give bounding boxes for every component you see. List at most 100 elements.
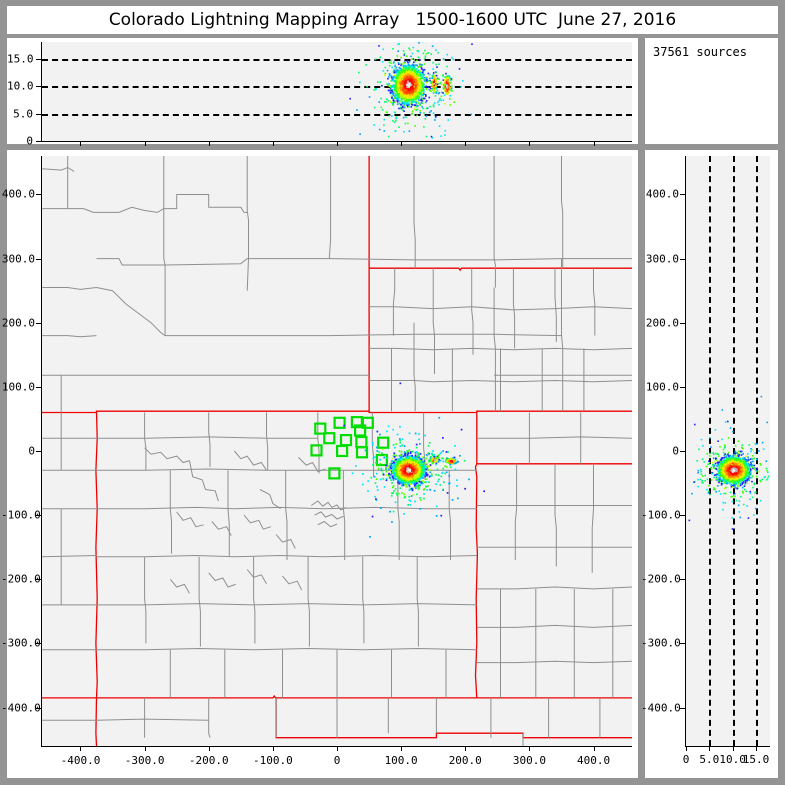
county-border xyxy=(413,322,416,412)
county-border xyxy=(246,569,267,585)
county-border xyxy=(163,194,248,213)
county-border xyxy=(317,520,338,528)
y-tick-label: -300.0 xyxy=(1,636,41,650)
x-tick xyxy=(529,141,531,146)
x-tick xyxy=(144,746,146,751)
gridline-vertical xyxy=(732,156,735,746)
lightning-density-altitude-ew xyxy=(349,42,473,139)
county-border xyxy=(369,347,632,351)
y-tick-label: 400.0 xyxy=(645,187,679,201)
county-border xyxy=(96,468,477,471)
county-border xyxy=(554,463,557,567)
lma-station-marker xyxy=(314,422,327,435)
x-tick xyxy=(272,141,274,146)
county-border xyxy=(307,556,310,647)
county-border xyxy=(362,556,365,644)
state-border-colorado-south xyxy=(42,694,632,699)
y-tick xyxy=(36,86,42,87)
lma-station-marker xyxy=(323,432,336,445)
state-border-colorado-kansas xyxy=(474,412,479,698)
county-border xyxy=(512,268,516,349)
y-tick xyxy=(680,386,686,388)
state-border-colorado-utah xyxy=(95,411,98,746)
county-border xyxy=(96,287,248,337)
county-border xyxy=(493,156,496,288)
county-border xyxy=(144,447,190,464)
county-border xyxy=(144,556,147,644)
y-tick-label: 0 xyxy=(672,444,679,458)
county-border xyxy=(208,412,211,467)
page-title: Colorado Lightning Mapping Array 1500-16… xyxy=(7,6,778,34)
gridline-horizontal xyxy=(42,86,632,88)
lma-station-marker xyxy=(333,416,346,429)
x-tick xyxy=(465,141,467,146)
lma-station-marker xyxy=(336,444,349,458)
x-tick xyxy=(272,746,274,751)
county-border xyxy=(211,521,232,536)
county-border xyxy=(514,463,518,560)
x-tick xyxy=(80,141,82,146)
county-border xyxy=(416,556,419,647)
y-tick xyxy=(36,258,42,260)
y-tick-label: 0 xyxy=(28,444,35,458)
county-border xyxy=(423,412,426,480)
x-tick xyxy=(337,746,338,751)
x-tick xyxy=(593,746,595,751)
county-border xyxy=(471,268,474,355)
county-border xyxy=(298,457,326,473)
y-tick xyxy=(680,451,686,452)
y-tick-label: 200.0 xyxy=(645,316,679,330)
county-border xyxy=(282,575,303,591)
county-border xyxy=(311,500,347,511)
y-tick xyxy=(680,515,686,517)
y-tick-label: 400.0 xyxy=(1,187,35,201)
county-border xyxy=(476,660,632,664)
lma-station-marker xyxy=(339,434,353,447)
county-border xyxy=(432,268,435,374)
y-tick xyxy=(36,194,42,196)
county-border xyxy=(342,470,346,560)
county-border xyxy=(198,556,201,647)
x-tick-label: 200.0 xyxy=(448,754,482,767)
plan-view-map-panel: -400.0 -300.0 -200.0 -100.0 0 100.0 200.0 300.0… xyxy=(1,150,638,778)
county-border xyxy=(593,268,596,336)
x-tick-label: 15.0 xyxy=(742,753,770,766)
x-tick-label: 100.0 xyxy=(384,754,418,767)
lma-station-marker xyxy=(355,435,368,449)
county-border xyxy=(208,572,236,588)
gridline-horizontal xyxy=(42,113,632,116)
x-tick xyxy=(756,746,757,751)
y-tick xyxy=(680,643,686,645)
altitude-vs-north-south-panel: 0 5.0 10.0 15.0 -400.0 -300.0 -200.0 -100.0 0 100… xyxy=(641,150,778,778)
x-tick xyxy=(529,746,531,751)
y-tick xyxy=(36,113,42,115)
y-tick xyxy=(680,322,686,324)
county-border xyxy=(96,647,477,651)
state-border-colorado-north xyxy=(42,410,632,414)
y-tick-label: 100.0 xyxy=(645,380,679,394)
lightning-density-plan-view xyxy=(343,382,485,538)
x-tick xyxy=(208,141,210,146)
lma-station-marker xyxy=(355,446,369,459)
y-tick-label: 10.0 xyxy=(7,79,34,93)
county-border xyxy=(285,470,288,560)
x-tick xyxy=(80,746,82,751)
y-tick-label: 100.0 xyxy=(1,380,35,394)
x-tick-label: -300.0 xyxy=(124,754,165,767)
lma-station-marker xyxy=(354,424,367,437)
county-border xyxy=(554,268,557,342)
county-border xyxy=(42,166,75,172)
x-tick xyxy=(144,141,146,146)
y-tick xyxy=(36,141,42,142)
lma-station-marker xyxy=(350,416,363,429)
state-and-county-boundaries xyxy=(42,156,632,746)
altitude-vs-north-south-plot xyxy=(686,156,770,746)
county-border xyxy=(169,470,172,554)
county-border xyxy=(96,436,318,439)
county-border xyxy=(96,603,477,606)
county-border xyxy=(448,470,451,560)
county-border xyxy=(163,156,166,336)
county-border xyxy=(476,436,632,439)
y-tick xyxy=(680,194,686,196)
